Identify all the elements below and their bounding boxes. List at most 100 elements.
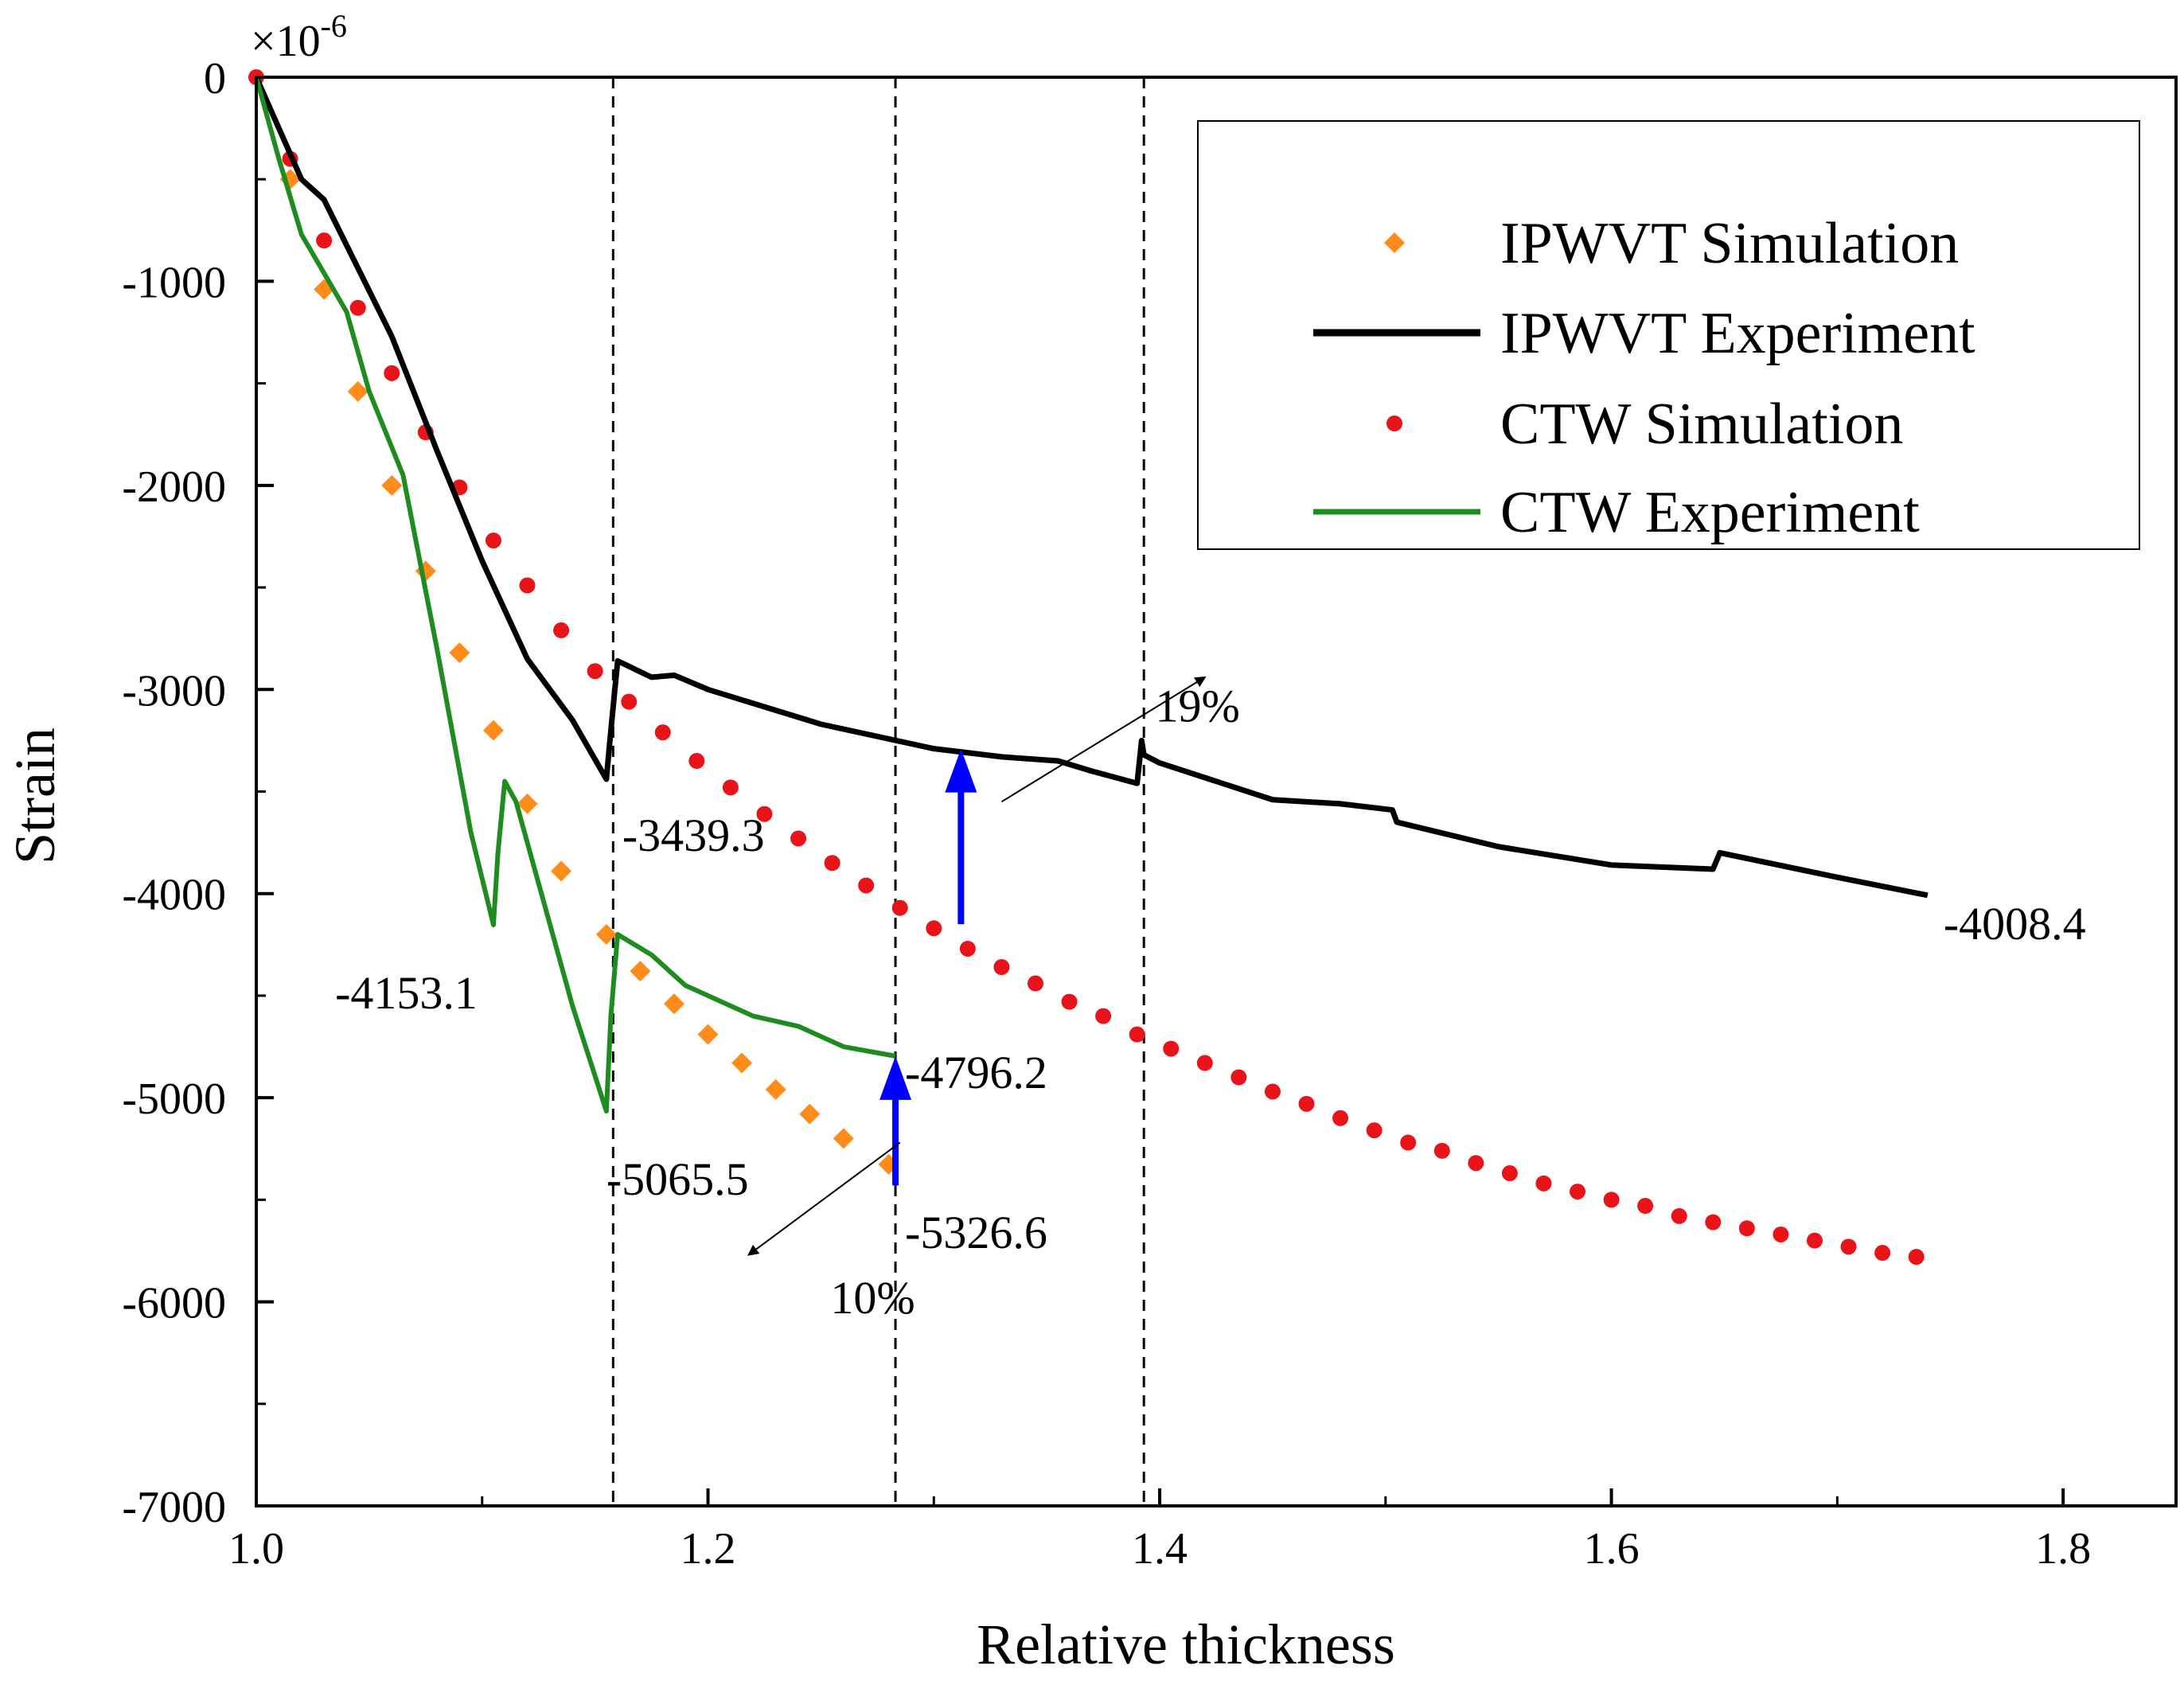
diamond-point (833, 1128, 854, 1149)
ctw-to-ipwvt-gap-arrow (945, 748, 977, 925)
dot-point (858, 877, 875, 894)
reference-lines (611, 77, 1145, 1506)
y-tick-label: -3000 (122, 666, 226, 716)
dot-point (1298, 1095, 1315, 1112)
annotation-label: -3439.3 (622, 809, 765, 861)
y-multiplier: ×10-6 (251, 8, 347, 66)
dot-point (1196, 1055, 1213, 1071)
dot-point (1163, 1040, 1180, 1057)
dot-point (384, 365, 400, 381)
dot-point (1570, 1184, 1586, 1200)
x-tick-label: 1.4 (1132, 1524, 1188, 1574)
dot-point (790, 830, 807, 847)
dot-point (1129, 1026, 1145, 1043)
dot-point (1773, 1226, 1789, 1242)
dot-point (1705, 1214, 1722, 1231)
dot-point (621, 693, 638, 710)
y-tick-label: -1000 (122, 258, 226, 307)
dot-point (316, 232, 333, 249)
blue-arrow-head (879, 1055, 912, 1100)
legend-red-dot-marker (1386, 415, 1402, 431)
annotation-label: -5326.6 (905, 1207, 1047, 1258)
dot-point (1840, 1238, 1857, 1255)
dot-point (926, 920, 942, 937)
diamond-point (630, 961, 651, 982)
ctw-exp-to-sim-gap-arrow (879, 1055, 912, 1186)
y-tick-label: -2000 (122, 462, 226, 512)
diamond-point (482, 720, 504, 741)
y-multiplier-exponent: -6 (321, 8, 347, 44)
series-ctw-simulation (248, 69, 1925, 1266)
diamond-point (347, 380, 369, 402)
x-tick-label: 1.0 (228, 1524, 284, 1574)
dot-point (1230, 1069, 1247, 1086)
y-tick-label: -7000 (122, 1483, 226, 1532)
dot-point (756, 805, 773, 822)
legend-label-ipwvt-experiment: IPWVT Experiment (1500, 301, 1975, 366)
legend-item-ctw-experiment: CTW Experiment (1313, 480, 1920, 545)
dot-point (1433, 1142, 1450, 1159)
dot-point (1738, 1220, 1755, 1237)
annotation-label: -5065.5 (606, 1153, 749, 1205)
diamond-point (517, 793, 538, 814)
dot-point (1095, 1008, 1112, 1024)
diamond-point (697, 1024, 719, 1045)
dot-point (688, 753, 705, 770)
annotation-label: -4008.4 (1944, 898, 2086, 950)
dot-point (1671, 1207, 1687, 1224)
legend: IPWVT Simulation IPWVT Experiment CTW Si… (1197, 120, 2140, 550)
value-annotations: -3439.3 -4153.1 -5065.5 -4796.2 -5326.6 -4008… (335, 680, 2086, 1324)
y-tick-label: -4000 (122, 871, 226, 920)
legend-item-ipwvt-simulation: IPWVT Simulation (1384, 211, 1959, 276)
diamond-point (663, 993, 684, 1015)
x-tick-label: 1.2 (681, 1524, 736, 1574)
y-multiplier-base: ×10 (251, 17, 321, 66)
diamond-point (381, 474, 403, 496)
dot-point (587, 663, 603, 680)
dot-point (1400, 1134, 1417, 1151)
dot-point (1468, 1155, 1484, 1172)
x-tick-label: 1.6 (1584, 1524, 1640, 1574)
dot-point (824, 855, 840, 872)
dot-point (993, 959, 1010, 976)
dot-point (654, 724, 671, 741)
legend-label-ipwvt-simulation: IPWVT Simulation (1500, 211, 1959, 276)
dot-point (1535, 1175, 1552, 1192)
dot-point (485, 532, 501, 549)
diamond-point (799, 1103, 821, 1125)
annotation-arrows (747, 676, 1207, 1256)
x-tick-label: 1.8 (2035, 1524, 2091, 1574)
ctw-experiment-line (254, 76, 896, 1114)
series-ctw-experiment (254, 76, 896, 1114)
dot-point (1806, 1232, 1823, 1249)
dot-point (891, 899, 908, 916)
y-tick-label: -5000 (122, 1075, 226, 1124)
dot-point (722, 779, 739, 796)
dot-point (553, 622, 570, 638)
annotation-label: 10% (830, 1272, 915, 1324)
dot-point (1332, 1110, 1349, 1126)
ipwvt-experiment-line (253, 76, 1929, 899)
legend-item-ipwvt-experiment: IPWVT Experiment (1313, 301, 1975, 366)
diamond-point (449, 642, 470, 664)
legend-diamond-marker (1384, 232, 1405, 253)
dot-point (349, 299, 366, 316)
dot-point (1637, 1198, 1654, 1215)
dot-point (1027, 975, 1043, 992)
dot-point (1366, 1122, 1383, 1139)
legend-label-ctw-simulation: CTW Simulation (1500, 392, 1903, 457)
dot-point (1061, 993, 1078, 1010)
annotation-label: -4153.1 (335, 967, 478, 1019)
y-tick-label: -6000 (122, 1279, 226, 1328)
dot-point (519, 577, 536, 594)
series-ipwvt-experiment (253, 76, 1929, 899)
dot-point (959, 940, 976, 957)
blue-arrow-head (945, 748, 977, 793)
dot-point (1908, 1249, 1925, 1266)
legend-label-ctw-experiment: CTW Experiment (1500, 480, 1920, 545)
dot-point (1874, 1245, 1891, 1262)
dot-point (1603, 1192, 1620, 1208)
diamond-point (595, 924, 617, 945)
y-tick-label: 0 (204, 54, 226, 103)
